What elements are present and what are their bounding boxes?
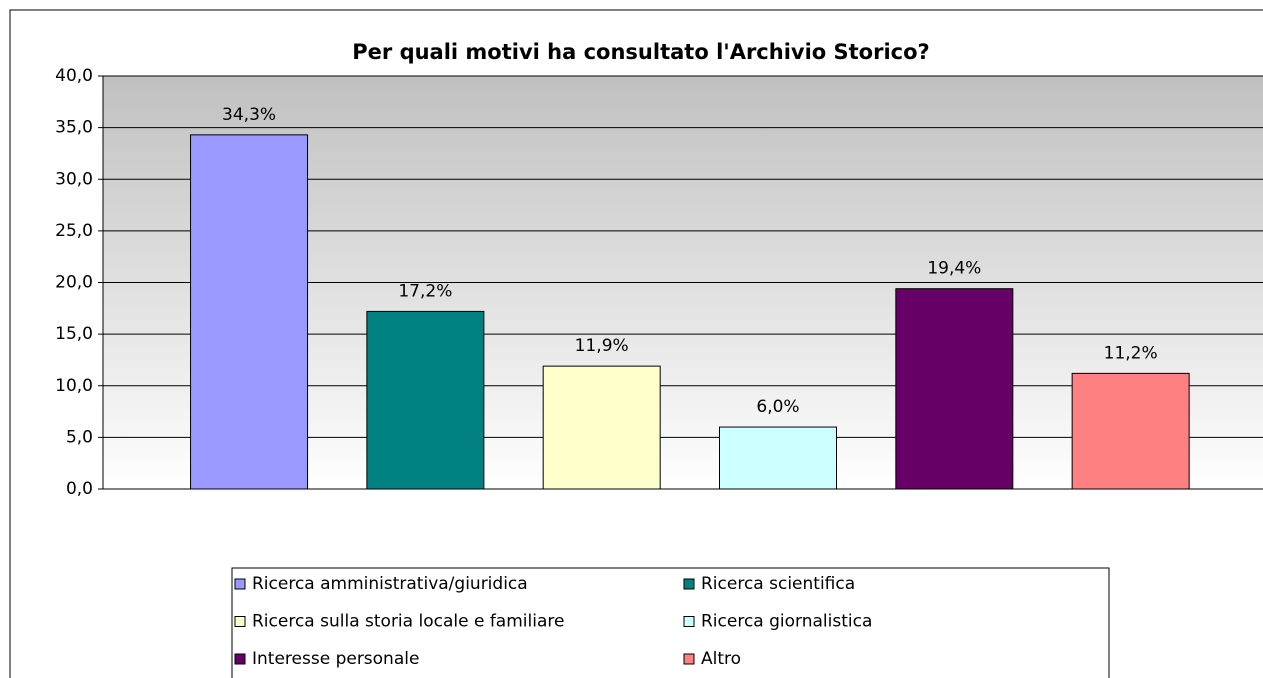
data-label: 6,0% bbox=[756, 397, 799, 417]
data-label: 19,4% bbox=[927, 259, 981, 279]
legend-swatch bbox=[683, 653, 695, 665]
y-tick-label: 30,0 bbox=[55, 169, 93, 189]
legend bbox=[231, 567, 1110, 678]
y-tick-label: 5,0 bbox=[66, 427, 93, 447]
chart-title: Per quali motivi ha consultato l'Archivi… bbox=[352, 40, 929, 64]
y-tick-label: 25,0 bbox=[55, 221, 93, 241]
legend-label: Ricerca scientifica bbox=[701, 574, 855, 594]
y-tick-label: 15,0 bbox=[55, 324, 93, 344]
legend-swatch bbox=[683, 578, 695, 590]
y-tick-label: 40,0 bbox=[55, 66, 93, 86]
legend-swatch bbox=[234, 616, 246, 627]
legend-label: Altro bbox=[701, 649, 741, 669]
y-tick-label: 20,0 bbox=[55, 273, 93, 293]
legend-swatch bbox=[234, 653, 246, 665]
bar bbox=[719, 426, 838, 490]
bar bbox=[895, 288, 1014, 490]
legend-label: Ricerca giornalistica bbox=[701, 612, 872, 632]
legend-swatch bbox=[234, 578, 246, 590]
data-label: 34,3% bbox=[222, 105, 276, 125]
chart-border bbox=[9, 9, 1263, 678]
data-label: 17,2% bbox=[398, 281, 452, 301]
bar bbox=[190, 134, 309, 490]
legend-label: Ricerca amministrativa/giuridica bbox=[252, 574, 528, 594]
y-tick-label: 0,0 bbox=[66, 479, 93, 499]
legend-label: Ricerca sulla storia locale e familiare bbox=[252, 612, 564, 632]
y-tick-label: 10,0 bbox=[55, 376, 93, 396]
legend-swatch bbox=[683, 616, 695, 627]
data-label: 11,9% bbox=[575, 336, 629, 356]
data-label: 11,2% bbox=[1104, 343, 1158, 363]
bar bbox=[542, 365, 661, 490]
bar bbox=[366, 310, 485, 490]
bar bbox=[1071, 372, 1190, 490]
y-tick-label: 35,0 bbox=[55, 118, 93, 138]
legend-label: Interesse personale bbox=[252, 649, 419, 669]
